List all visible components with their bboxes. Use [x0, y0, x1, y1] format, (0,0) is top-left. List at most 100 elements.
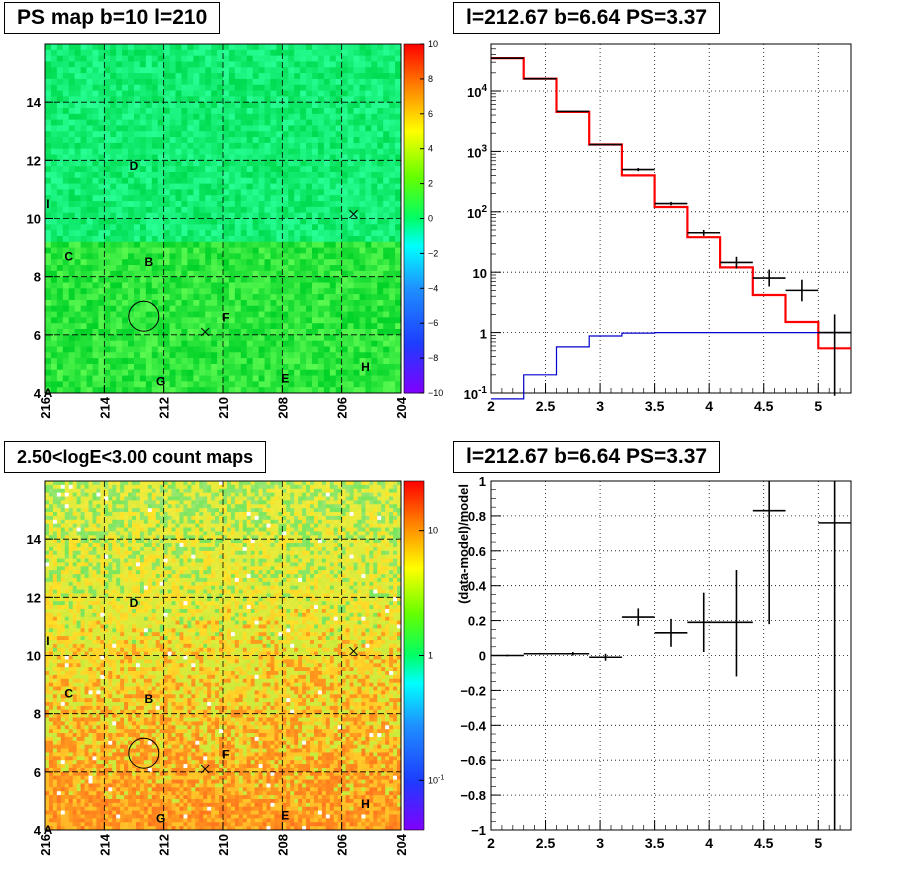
colorbar-tick-label: 4 — [428, 144, 433, 154]
source-label-f: F — [222, 310, 229, 324]
plot-frame — [490, 43, 852, 394]
y-tick-label: 14 — [27, 95, 42, 110]
x-tick-label: 2.5 — [536, 835, 556, 851]
y-tick-label: 10-1 — [464, 385, 488, 402]
x-tick-label: 4 — [705, 835, 713, 851]
heatmap-cells — [45, 44, 402, 394]
x-tick-label: 3 — [596, 398, 604, 414]
x-tick-label: 204 — [394, 396, 409, 418]
x-tick-label: 4.5 — [754, 398, 774, 414]
x-tick-label: 214 — [97, 396, 112, 418]
y-tick-label: 8 — [34, 707, 41, 722]
x-tick-label: 206 — [335, 834, 350, 856]
x-tick-label: 3 — [596, 835, 604, 851]
source-label-g: G — [156, 374, 165, 388]
y-tick-label: −1 — [471, 823, 486, 838]
colorbar-tick-label: 1 — [428, 651, 433, 661]
source-label-e: E — [281, 371, 289, 385]
colorbar-tick-label: −2 — [428, 248, 438, 258]
source-label-d: D — [130, 159, 139, 173]
colorbar-tick-label: −8 — [428, 353, 438, 363]
colorbar-tick-label: 10 — [428, 526, 438, 536]
x-tick-label: 216 — [38, 834, 53, 856]
colorbar-tick-label: −6 — [428, 318, 438, 328]
source-label-a: A — [44, 823, 53, 837]
cross-marker — [349, 209, 358, 219]
y-tick-label: 10 — [27, 649, 41, 664]
y-tick-label: 12 — [27, 153, 41, 168]
x-tick-label: 208 — [275, 397, 290, 419]
y-tick-label: 0.4 — [468, 579, 487, 594]
colorbar-tick-label: 2 — [428, 179, 433, 189]
x-tick-label: 210 — [216, 397, 231, 419]
x-tick-label: 2.5 — [536, 398, 556, 414]
source-label-b: B — [144, 692, 153, 706]
colorbar-tick-label: −10 — [428, 388, 443, 398]
x-tick-label: 3.5 — [645, 398, 665, 414]
x-tick-label: 4 — [705, 398, 713, 414]
y-tick-label: 0.2 — [468, 614, 486, 629]
y-tick-label: 1 — [480, 327, 487, 342]
y-tick-label: 1 — [479, 474, 486, 489]
y-tick-label: 8 — [34, 270, 41, 285]
cross-marker — [349, 646, 358, 656]
count-map-panel: 216 214 212 210 208 206 204468101214ABCDEFGHI1… — [27, 480, 444, 856]
source-label-c: C — [64, 249, 73, 263]
colorbar-tick-label: 8 — [428, 74, 433, 84]
source-label-h: H — [361, 360, 370, 374]
y-tick-label: 12 — [27, 590, 41, 605]
source-label-c: C — [64, 686, 73, 700]
cross-marker — [200, 327, 210, 337]
colorbar-tick-label: 6 — [428, 109, 433, 119]
y-tick-label: 0.8 — [468, 509, 486, 524]
step-series-0 — [491, 57, 851, 350]
y-tick-label: −0.8 — [460, 788, 486, 803]
source-label-e: E — [281, 808, 289, 822]
x-tick-label: 214 — [97, 833, 112, 855]
x-tick-label: 204 — [394, 833, 409, 855]
x-tick-label: 208 — [275, 834, 290, 856]
source-circle-marker — [128, 737, 160, 769]
x-tick-label: 5 — [814, 398, 822, 414]
spectrum-panel: 2 2.5 3 3.5 4 4.5 5 10-1 1 10 102 103 104 — [464, 43, 852, 414]
y-tick-label: −0.6 — [460, 753, 486, 768]
y-tick-label: 103 — [467, 143, 487, 160]
colorbar-tick-label: −4 — [428, 283, 438, 293]
y-tick-label: 4 — [34, 386, 42, 401]
source-label-i: I — [46, 197, 49, 211]
x-tick-label: 2 — [487, 835, 495, 851]
y-tick-label: 6 — [34, 328, 41, 343]
source-label-d: D — [130, 596, 139, 610]
source-label-h: H — [361, 797, 370, 811]
source-label-f: F — [222, 747, 229, 761]
x-tick-label: 5 — [814, 835, 822, 851]
y-axis-label: (data-model)/model — [456, 484, 471, 604]
y-tick-label: 6 — [34, 765, 41, 780]
y-tick-label: 4 — [34, 823, 42, 838]
source-label-i: I — [46, 634, 49, 648]
residual-title: l=212.67 b=6.64 PS=3.37 — [453, 441, 721, 473]
x-tick-label: 212 — [157, 834, 172, 856]
colorbar-tick-label: 0 — [428, 214, 433, 224]
source-label-b: B — [144, 255, 153, 269]
colorbar-tick-label: 10 — [428, 39, 438, 49]
colorbar-tick-label: 10-1 — [428, 774, 444, 785]
y-tick-label: 14 — [27, 532, 42, 547]
x-tick-label: 3.5 — [645, 835, 665, 851]
x-tick-label: 210 — [216, 834, 231, 856]
x-tick-label: 216 — [38, 397, 53, 419]
ps-map-title: PS map b=10 l=210 — [4, 2, 221, 34]
heatmap-cells — [45, 481, 402, 831]
x-tick-label: 4.5 — [754, 835, 774, 851]
y-tick-label: 0 — [479, 649, 486, 664]
cross-marker — [200, 764, 210, 774]
ps-map-panel: 216 214 212 210 208 206 204468101214ABCDEFGHI1… — [27, 39, 444, 419]
source-label-g: G — [156, 811, 165, 825]
step-series-1 — [491, 332, 851, 400]
colorbar — [404, 481, 424, 830]
count-map-title: 2.50<logE<3.00 count maps — [4, 441, 267, 473]
y-tick-label: 10 — [473, 266, 487, 281]
x-tick-label: 206 — [335, 397, 350, 419]
y-tick-label: −0.2 — [460, 683, 486, 698]
